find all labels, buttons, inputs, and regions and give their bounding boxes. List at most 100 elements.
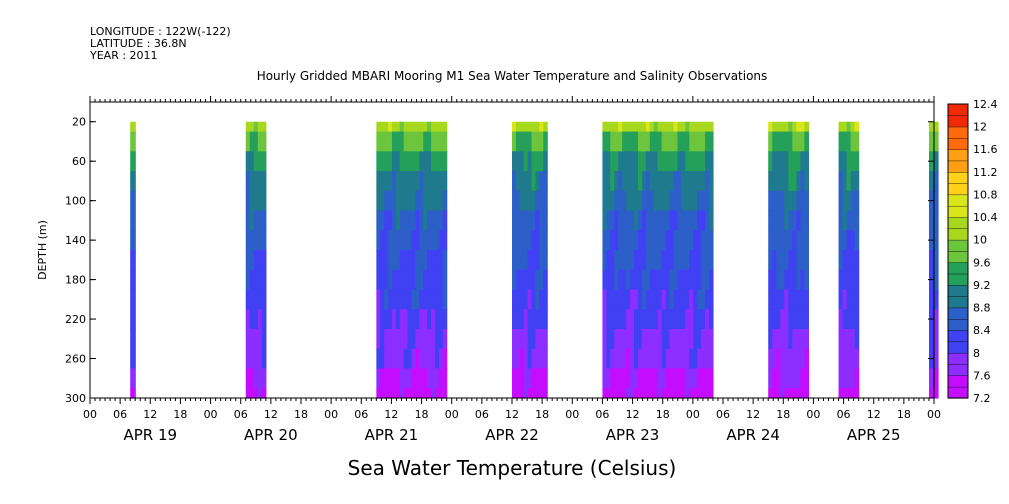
data-cell	[391, 269, 397, 291]
data-cell	[637, 309, 643, 330]
data-cell	[523, 289, 529, 310]
data-cell	[626, 348, 631, 369]
data-cell	[854, 388, 860, 399]
data-cell	[772, 348, 777, 369]
data-cell	[531, 388, 537, 399]
data-cell	[630, 151, 635, 172]
data-cell	[261, 269, 267, 291]
data-cell	[701, 269, 706, 291]
data-cell	[543, 250, 548, 271]
data-cell	[380, 388, 385, 399]
data-cell	[403, 388, 409, 399]
data-block	[512, 121, 548, 399]
data-cell	[804, 289, 810, 310]
data-cell	[677, 328, 682, 350]
data-cell	[800, 289, 805, 310]
data-cell	[249, 210, 255, 231]
data-cell	[257, 190, 263, 212]
data-cell	[130, 190, 136, 212]
data-cell	[423, 171, 428, 192]
data-cell	[388, 328, 393, 350]
data-cell	[709, 190, 714, 212]
data-cell	[614, 171, 619, 192]
data-cell	[661, 309, 667, 330]
data-cell	[399, 328, 405, 350]
data-cell	[531, 171, 537, 192]
data-cell	[792, 131, 797, 152]
data-cell	[614, 348, 619, 369]
data-cell	[399, 121, 405, 133]
data-cell	[384, 269, 389, 291]
data-cell	[685, 121, 690, 133]
data-cell	[673, 230, 679, 251]
data-cell	[634, 121, 639, 133]
data-cell	[838, 250, 844, 271]
data-cell	[665, 250, 671, 271]
data-cell	[395, 388, 401, 399]
data-cell	[661, 151, 667, 172]
data-cell	[681, 210, 686, 231]
data-cell	[653, 230, 659, 251]
data-cell	[784, 171, 789, 192]
x-tick-label: 00	[686, 408, 700, 421]
data-cell	[519, 309, 525, 330]
data-cell	[376, 131, 381, 152]
data-cell	[673, 309, 679, 330]
data-cell	[391, 388, 397, 399]
data-cell	[407, 210, 413, 231]
data-cell	[618, 309, 623, 330]
data-cell	[512, 250, 517, 271]
data-cell	[257, 388, 263, 399]
data-cell	[253, 348, 259, 369]
data-cell	[669, 190, 675, 212]
data-cell	[788, 388, 793, 399]
data-cell	[384, 131, 389, 152]
data-cell	[391, 309, 397, 330]
data-cell	[626, 151, 631, 172]
x-tick-label: 18	[294, 408, 308, 421]
data-cell	[434, 250, 440, 271]
data-cell	[391, 368, 397, 389]
data-cell	[427, 348, 432, 369]
data-cell	[535, 210, 540, 231]
data-cell	[669, 250, 675, 271]
data-cell	[685, 171, 690, 192]
data-cell	[431, 121, 436, 133]
data-cell	[649, 348, 655, 369]
data-cell	[685, 230, 690, 251]
data-cell	[645, 368, 651, 389]
data-cell	[645, 151, 651, 172]
data-cell	[531, 289, 537, 310]
data-cell	[130, 121, 136, 133]
data-cell	[527, 309, 533, 330]
data-cell	[776, 289, 781, 310]
data-cell	[261, 131, 267, 152]
data-cell	[527, 131, 533, 152]
data-cell	[442, 250, 448, 271]
data-cell	[622, 131, 627, 152]
data-cell	[677, 289, 682, 310]
colorbar-segment	[947, 318, 969, 331]
data-cell	[796, 269, 801, 291]
data-cell	[701, 368, 706, 389]
colorbar-label: 10.4	[973, 211, 998, 224]
data-cell	[130, 171, 136, 192]
data-cell	[685, 348, 690, 369]
data-cell	[780, 388, 785, 399]
data-cell	[527, 368, 533, 389]
data-cell	[838, 131, 844, 152]
data-cell	[535, 131, 540, 152]
data-cell	[527, 348, 533, 369]
data-cell	[391, 289, 397, 310]
data-cell	[705, 348, 710, 369]
x-tick-label: 06	[113, 408, 127, 421]
data-cell	[434, 388, 440, 399]
data-cell	[395, 289, 401, 310]
data-cell	[438, 328, 444, 350]
data-cell	[657, 368, 663, 389]
data-cell	[512, 388, 517, 399]
data-cell	[407, 250, 413, 271]
data-cell	[800, 151, 805, 172]
data-cell	[431, 269, 436, 291]
data-cell	[842, 190, 848, 212]
